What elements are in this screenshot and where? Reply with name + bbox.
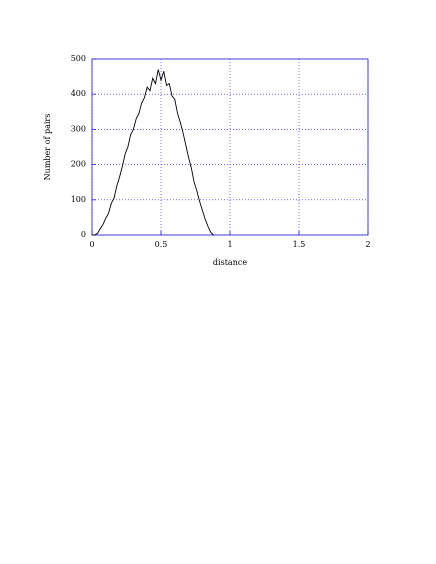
y-tick-label: 500: [71, 54, 86, 63]
y-tick-label: 100: [71, 195, 86, 204]
y-tick-label: 200: [71, 160, 86, 169]
y-axis-label: Number of pairs: [43, 114, 52, 181]
y-tick-label: 0: [81, 230, 86, 239]
y-tick-label: 300: [71, 124, 86, 133]
plot-frame: [91, 58, 369, 236]
data-line: [92, 69, 214, 236]
x-tick-label: 1: [227, 240, 232, 249]
y-tick-label: 400: [71, 89, 86, 98]
x-tick-label: 0.5: [155, 240, 168, 249]
x-tick-label: 0: [89, 240, 94, 249]
x-tick-label: 1.5: [293, 240, 306, 249]
x-tick-label: 2: [365, 240, 370, 249]
x-axis-label: distance: [213, 258, 247, 267]
